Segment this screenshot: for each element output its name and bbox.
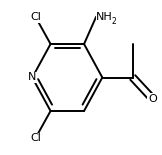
Text: NH: NH [96, 12, 113, 22]
Text: O: O [148, 94, 157, 104]
Text: Cl: Cl [30, 12, 41, 22]
Text: N: N [28, 73, 36, 82]
Text: Cl: Cl [30, 133, 41, 143]
Text: 2: 2 [111, 18, 116, 27]
